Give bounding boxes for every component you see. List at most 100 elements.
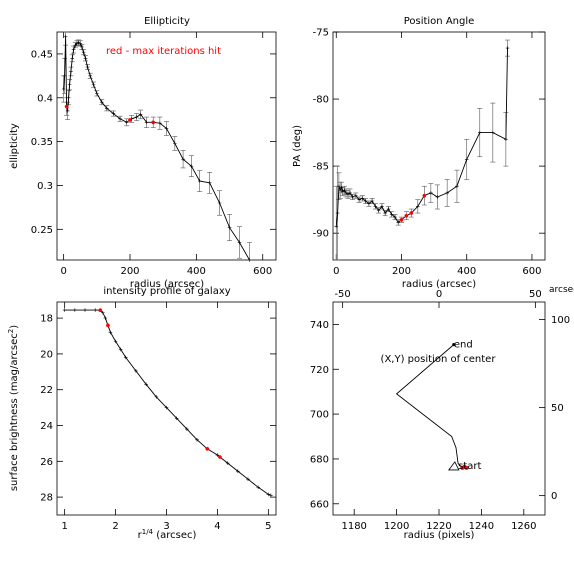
chart-annotation: red - max iterations hit [106, 46, 221, 57]
data-point [207, 181, 212, 185]
y-tick-label: 0.35 [31, 137, 53, 148]
data-point [396, 220, 401, 225]
data-point [70, 56, 75, 61]
chart-title: (X,Y) position of center [381, 354, 497, 365]
data-point [93, 308, 97, 312]
data-point [83, 56, 88, 61]
data-point [237, 240, 242, 245]
data-point [435, 195, 440, 199]
y-tick-label: 26 [40, 457, 53, 468]
data-point [416, 204, 420, 209]
panel-intensity-profile: intensity profile of galaxy 1 2 3 4 5 18 20 22 2… [7, 286, 277, 541]
y-axis-label: ellipticity [9, 123, 20, 169]
chart-title: intensity profile of galaxy [103, 286, 230, 297]
data-point [189, 164, 194, 168]
data-point [197, 179, 202, 183]
data-point [134, 115, 139, 119]
data-point [342, 188, 347, 193]
x-tick-label: 600 [253, 266, 272, 277]
red-point [205, 446, 210, 451]
data-point [373, 204, 378, 209]
data-point [81, 50, 86, 54]
data-point [367, 201, 371, 206]
top-axis-unit: arcsec [549, 285, 574, 295]
start-label: start [458, 461, 481, 472]
y-tick-label: -90 [313, 229, 329, 240]
x-axis-label: r1/4 (arcsec) [138, 528, 197, 541]
y-tick-label: 680 [310, 454, 329, 465]
red-point [409, 211, 414, 215]
data-point [181, 157, 185, 161]
x-axis-label: radius (arcsec) [130, 279, 204, 290]
data-point [236, 469, 240, 473]
data-point [85, 65, 90, 69]
data-point [455, 184, 459, 189]
y-axis-label: PA (deg) [292, 125, 303, 167]
data-point [154, 395, 159, 399]
data-point [73, 308, 77, 312]
y-tick-label: 24 [40, 421, 53, 432]
y-tick-label: 0.3 [37, 181, 53, 192]
data-point [104, 106, 109, 111]
center-track-line [395, 344, 465, 469]
x-tick-label: 200 [120, 266, 139, 277]
x-tick-label: 1180 [341, 521, 366, 532]
series-line [335, 48, 508, 227]
data-point [99, 100, 104, 104]
data-point [124, 120, 129, 125]
data-point [138, 112, 143, 117]
x-tick-label: 1220 [426, 521, 451, 532]
data-point [376, 208, 381, 213]
right-y-tick-label: 50 [551, 403, 564, 414]
data-point [63, 34, 68, 39]
data-point [118, 117, 122, 121]
data-point [247, 258, 252, 262]
data-point [61, 87, 66, 91]
panel-ellipticity: Ellipticity 0 200 400 600 0.25 0.3 0.35 0.4 0.45… [9, 16, 277, 290]
x-tick-label: 4 [214, 521, 220, 532]
data-point [266, 492, 271, 497]
y-tick-label: 0.4 [37, 93, 53, 104]
data-point [389, 212, 394, 217]
data-point [429, 191, 433, 195]
data-point [464, 157, 469, 162]
data-point [71, 47, 76, 52]
data-point [195, 438, 199, 442]
x-tick-label: 1200 [384, 521, 409, 532]
data-point [269, 493, 273, 498]
x-axis-label: radius (arcsec) [402, 279, 476, 290]
data-point [69, 69, 73, 74]
y-tick-label: 20 [40, 349, 53, 360]
data-point [338, 188, 342, 193]
right-y-tick-label: 0 [551, 491, 557, 502]
data-point [225, 461, 230, 465]
plot-frame [332, 31, 546, 261]
data-point [348, 191, 352, 195]
red-point [151, 120, 156, 125]
data-point [91, 82, 96, 87]
data-point [103, 316, 108, 320]
data-point [118, 347, 123, 352]
right-y-tick-label: 100 [551, 315, 570, 326]
y-tick-label: 18 [40, 314, 53, 325]
x-axis-label: radius (pixels) [404, 530, 475, 541]
data-point [335, 211, 340, 215]
data-point [174, 416, 179, 421]
data-point [215, 453, 220, 457]
data-point [75, 41, 79, 46]
x-tick-label: 5 [265, 521, 271, 532]
data-point [101, 310, 105, 315]
data-point [445, 191, 449, 195]
data-point [83, 308, 87, 312]
data-point [80, 45, 84, 49]
data-point [246, 477, 250, 482]
data-point [380, 204, 384, 209]
data-point [350, 195, 355, 199]
y-tick-label: -75 [313, 28, 329, 39]
y-tick-label: 740 [310, 320, 329, 331]
x-tick-label: 3 [163, 521, 169, 532]
data-point [217, 201, 222, 205]
data-point [354, 193, 358, 198]
data-point [334, 224, 339, 229]
